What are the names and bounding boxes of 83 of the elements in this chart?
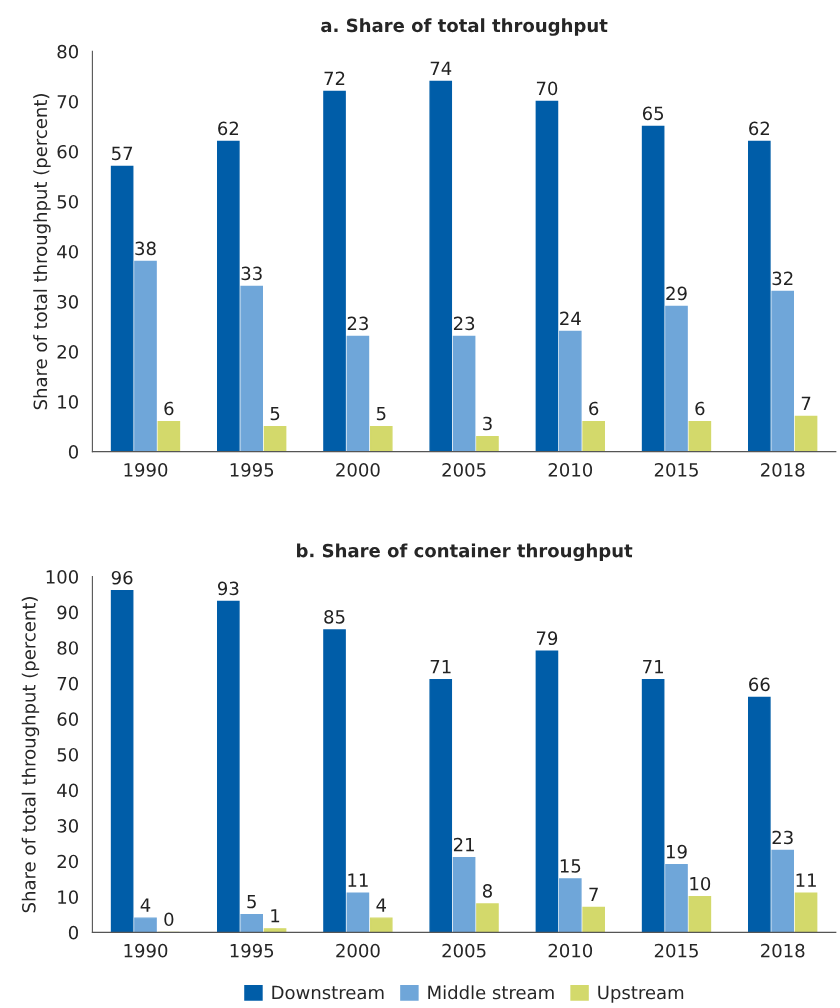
data-label: 21 xyxy=(453,837,474,852)
x-tick-label: 2000 xyxy=(336,463,380,477)
data-label: 23 xyxy=(347,316,368,331)
data-label: 3 xyxy=(483,416,492,431)
data-label: 93 xyxy=(217,581,239,596)
legend-label: Upstream xyxy=(598,985,684,1003)
y-tick-label: 0 xyxy=(68,445,79,459)
data-label: 29 xyxy=(666,286,687,301)
legend-label: Middle stream xyxy=(428,985,554,1000)
data-label: 5 xyxy=(270,406,280,421)
y-tick-label: 50 xyxy=(57,194,79,209)
data-label: 6 xyxy=(695,401,705,416)
data-label: 70 xyxy=(536,81,558,96)
x-tick-label: 1990 xyxy=(124,463,168,477)
data-label: 7 xyxy=(589,887,598,901)
y-tick-label: 0 xyxy=(68,925,79,940)
chart-title: a. Share of total throughput xyxy=(321,18,608,36)
data-label: 4 xyxy=(140,898,151,912)
y-tick-label: 20 xyxy=(57,345,79,359)
y-tick-label: 60 xyxy=(57,144,79,159)
data-label: 11 xyxy=(796,873,816,887)
data-label: 72 xyxy=(324,71,345,85)
y-tick-label: 100 xyxy=(46,570,79,584)
data-label: 23 xyxy=(772,830,793,845)
x-tick-label: 1995 xyxy=(230,943,274,958)
x-tick-label: 2000 xyxy=(336,943,380,958)
data-label: 19 xyxy=(667,844,687,859)
x-tick-label: 2018 xyxy=(761,943,805,958)
data-label: 1 xyxy=(271,909,280,923)
data-label: 8 xyxy=(482,884,492,898)
data-label: 38 xyxy=(135,241,156,256)
data-label: 6 xyxy=(164,401,174,416)
y-tick-label: 80 xyxy=(57,641,79,655)
data-label: 4 xyxy=(376,898,386,912)
data-label: 74 xyxy=(430,61,452,75)
data-label: 15 xyxy=(560,859,581,873)
y-tick-label: 40 xyxy=(57,244,79,259)
y-tick-label: 50 xyxy=(57,747,79,762)
data-label: 62 xyxy=(749,121,770,136)
data-label: 71 xyxy=(430,660,451,674)
data-label: 71 xyxy=(643,660,663,674)
data-label: 10 xyxy=(690,876,711,891)
y-tick-label: 20 xyxy=(57,854,79,869)
y-tick-label: 90 xyxy=(57,605,79,620)
data-label: 32 xyxy=(772,271,793,286)
x-tick-label: 2015 xyxy=(654,463,698,477)
data-label: 0 xyxy=(164,912,174,927)
y-tick-label: 30 xyxy=(57,294,79,309)
y-tick-label: 70 xyxy=(57,94,79,109)
data-label: 57 xyxy=(112,146,133,161)
chart-title: b. Share of container throughput xyxy=(297,543,633,562)
x-tick-label: 2018 xyxy=(761,463,805,477)
data-label: 85 xyxy=(324,610,345,624)
data-label: 96 xyxy=(111,570,133,585)
legend-label: Downstream xyxy=(272,985,384,1000)
data-label: 65 xyxy=(642,106,664,121)
data-label: 24 xyxy=(560,311,581,325)
x-tick-label: 1990 xyxy=(124,943,168,958)
x-tick-label: 2010 xyxy=(548,943,593,958)
data-label: 62 xyxy=(218,121,239,136)
y-tick-label: 40 xyxy=(57,783,79,798)
data-label: 11 xyxy=(348,873,368,887)
data-label: 66 xyxy=(749,677,770,692)
data-label: 7 xyxy=(801,396,811,411)
y-tick-label: 30 xyxy=(57,819,79,833)
data-label: 79 xyxy=(536,631,558,646)
y-axis-title: Share of total throughput (percent) xyxy=(33,94,51,410)
y-tick-label: 80 xyxy=(57,44,79,59)
x-tick-label: 2005 xyxy=(442,943,486,958)
data-label: 5 xyxy=(247,894,256,909)
y-tick-label: 70 xyxy=(57,676,79,691)
data-label: 23 xyxy=(453,316,475,331)
x-tick-label: 2010 xyxy=(548,463,593,477)
data-label: 6 xyxy=(589,401,599,416)
y-axis-title: Share of total throughput (percent) xyxy=(21,597,40,913)
y-tick-label: 60 xyxy=(57,712,79,727)
data-label: 33 xyxy=(241,266,262,281)
x-tick-label: 2015 xyxy=(654,943,698,958)
y-tick-label: 10 xyxy=(58,890,79,904)
data-label: 5 xyxy=(376,406,386,421)
y-tick-label: 10 xyxy=(58,395,79,409)
x-tick-label: 2005 xyxy=(442,463,486,477)
x-tick-label: 1995 xyxy=(230,463,274,477)
